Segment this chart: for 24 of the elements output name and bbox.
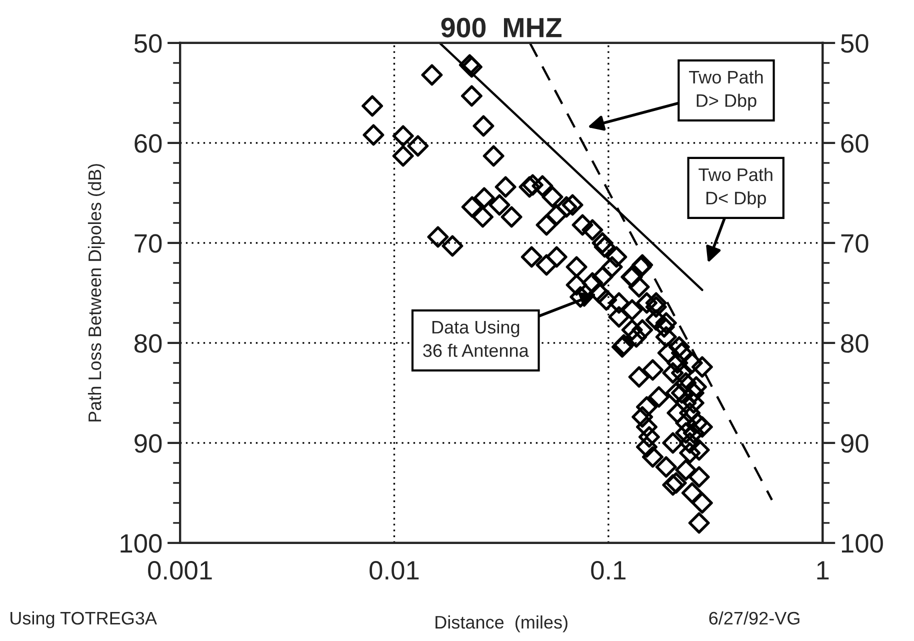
annotation: Two Path D> Dbp	[688, 70, 763, 111]
y-tick-label: 70	[134, 234, 162, 253]
x-tick-label: 0.1	[591, 560, 626, 580]
x-tick-label: 0.01	[370, 560, 419, 580]
text: 6/27/92-VG	[709, 611, 800, 625]
y-axis-title: Path Loss Between Dipoles (dB)	[88, 164, 105, 422]
x-tick-label: 0.001	[148, 560, 212, 580]
y-tick-label: 90	[134, 434, 162, 453]
y-tick-label: 60	[134, 134, 162, 153]
y-tick-label: 50	[134, 34, 162, 53]
y2-tick-label: 80	[841, 334, 868, 353]
y-tick-label: 100	[120, 534, 162, 553]
text: Using TOTREG3A	[10, 611, 157, 628]
annotation: Data Using 36 ft Antenna	[423, 320, 529, 357]
y2-tick-label: 50	[841, 34, 868, 53]
y-tick-label: 80	[134, 334, 162, 353]
chart-title: 900 MHZ	[441, 18, 562, 38]
y2-tick-label: 90	[841, 434, 868, 453]
x-axis-title: Distance (miles)	[436, 615, 568, 632]
y2-tick-label: 70	[841, 234, 868, 253]
annotation: Two Path D< Dbp	[698, 168, 772, 208]
y2-tick-label: 100	[842, 534, 883, 553]
x-tick-label: 1	[817, 561, 829, 580]
y2-tick-label: 60	[841, 134, 868, 153]
